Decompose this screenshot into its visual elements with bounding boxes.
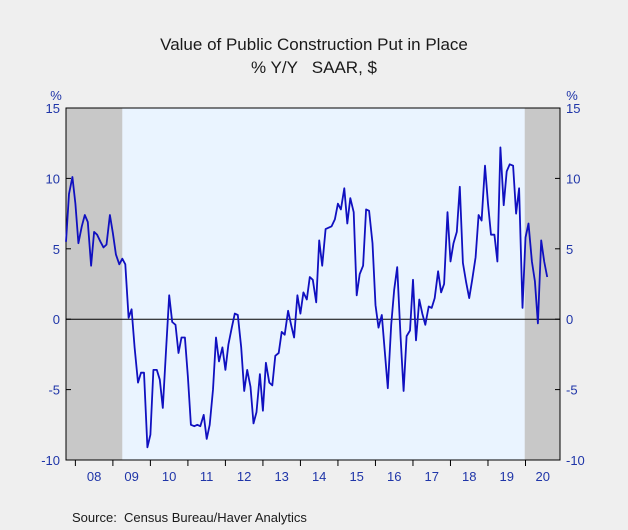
y-tick-label-left: -5 <box>48 383 60 398</box>
x-tick-label: 19 <box>500 469 514 484</box>
y-tick-label-left: 15 <box>46 101 60 116</box>
series-line-1 <box>65 146 549 449</box>
y-tick-label-left: 0 <box>53 312 60 327</box>
recession-band-1 <box>66 108 123 460</box>
y-tick-label-right: 10 <box>566 171 580 186</box>
x-tick-label: 15 <box>349 469 363 484</box>
y-axis-right-unit: % <box>566 88 578 103</box>
y-tick-label-right: -10 <box>566 453 585 468</box>
chart-subtitle: % Y/Y SAAR, $ <box>251 58 378 77</box>
x-tick-label: 11 <box>200 469 214 484</box>
x-tick-label: 20 <box>536 469 550 484</box>
x-tick-label: 09 <box>124 469 138 484</box>
y-tick-label-left: -10 <box>41 453 60 468</box>
x-tick-label: 08 <box>87 469 101 484</box>
plot-area: 15 15 10 10 5 5 0 0 -5 -5 -10 -10 08 09 10 11 12 13 14 15 16… <box>41 101 585 484</box>
x-tick-label: 10 <box>162 469 176 484</box>
x-tick-label: 18 <box>462 469 476 484</box>
y-tick-label-right: 0 <box>566 312 573 327</box>
x-tick-label: 14 <box>312 469 326 484</box>
y-tick-label-left: 10 <box>46 171 60 186</box>
y-tick-label-right: -5 <box>566 383 578 398</box>
y-tick-label-right: 5 <box>566 242 573 257</box>
y-tick-label-right: 15 <box>566 101 580 116</box>
recession-band-2 <box>524 108 560 460</box>
plot-frame <box>65 107 561 461</box>
x-tick-label: 16 <box>387 469 401 484</box>
source-note: Source: Census Bureau/Haver Analytics <box>72 510 307 525</box>
y-axis-left-unit: % <box>50 88 62 103</box>
x-tick-label: 12 <box>237 469 251 484</box>
x-tick-label: 13 <box>274 469 288 484</box>
chart-title: Value of Public Construction Put in Plac… <box>160 35 468 54</box>
y-tick-label-left: 5 <box>53 242 60 257</box>
x-tick-label: 17 <box>424 469 438 484</box>
